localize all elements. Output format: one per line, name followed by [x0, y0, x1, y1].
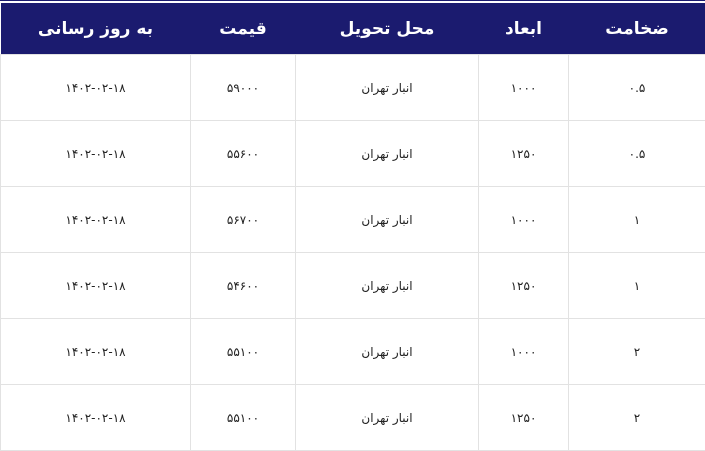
column-header-delivery-location[interactable]: محل تحویل: [296, 3, 479, 55]
cell-delivery-location: انبار تهران: [296, 187, 479, 253]
cell-updated-date: ۱۴۰۲-۰۲-۱۸: [1, 121, 191, 187]
column-header-thickness[interactable]: ضخامت: [569, 3, 705, 55]
cell-updated-date: ۱۴۰۲-۰۲-۱۸: [1, 253, 191, 319]
column-header-dimensions[interactable]: ابعاد: [479, 3, 569, 55]
cell-thickness: ۱: [569, 187, 705, 253]
cell-price: ۵۵۶۰۰: [191, 121, 296, 187]
cell-dimensions: ۱۲۵۰: [479, 121, 569, 187]
cell-delivery-location: انبار تهران: [296, 55, 479, 121]
cell-price: ۵۵۱۰۰: [191, 385, 296, 451]
cell-updated-date: ۱۴۰۲-۰۲-۱۸: [1, 385, 191, 451]
cell-price: ۵۹۰۰۰: [191, 55, 296, 121]
column-header-price[interactable]: قیمت: [191, 3, 296, 55]
cell-price: ۵۶۷۰۰: [191, 187, 296, 253]
cell-price: ۵۵۱۰۰: [191, 319, 296, 385]
cell-thickness: ۲: [569, 385, 705, 451]
cell-thickness: ۲: [569, 319, 705, 385]
cell-dimensions: ۱۰۰۰: [479, 319, 569, 385]
cell-delivery-location: انبار تهران: [296, 253, 479, 319]
cell-delivery-location: انبار تهران: [296, 121, 479, 187]
cell-delivery-location: انبار تهران: [296, 319, 479, 385]
cell-updated-date: ۱۴۰۲-۰۲-۱۸: [1, 319, 191, 385]
cell-dimensions: ۱۰۰۰: [479, 187, 569, 253]
column-header-updated-date[interactable]: به روز رسانی: [1, 3, 191, 55]
cell-updated-date: ۱۴۰۲-۰۲-۱۸: [1, 187, 191, 253]
cell-dimensions: ۱۰۰۰: [479, 55, 569, 121]
cell-price: ۵۴۶۰۰: [191, 253, 296, 319]
cell-updated-date: ۱۴۰۲-۰۲-۱۸: [1, 55, 191, 121]
cell-thickness: ۰.۵: [569, 121, 705, 187]
cell-thickness: ۰.۵: [569, 55, 705, 121]
cell-dimensions: ۱۲۵۰: [479, 253, 569, 319]
cell-thickness: ۱: [569, 253, 705, 319]
cell-dimensions: ۱۲۵۰: [479, 385, 569, 451]
cell-delivery-location: انبار تهران: [296, 385, 479, 451]
